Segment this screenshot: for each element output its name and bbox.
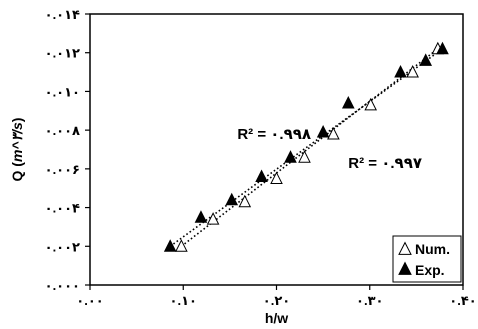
y-tick-label: ۰.۰۰۶ bbox=[45, 162, 80, 177]
trendlines bbox=[169, 48, 443, 247]
legend-filled-triangle-marker bbox=[398, 261, 412, 275]
data-point-exp bbox=[341, 95, 355, 109]
data-point-num bbox=[364, 97, 377, 111]
data-point-exp bbox=[194, 210, 208, 223]
data-point-num bbox=[238, 194, 252, 208]
y-tick-label: ۰.۰۰۰ bbox=[45, 278, 80, 293]
data-markers bbox=[163, 41, 449, 252]
y-axis-title: Q (m^۳/s) bbox=[9, 118, 25, 182]
r-squared-annotation-exp: R² = ۰.۹۹۸ bbox=[237, 126, 311, 143]
y-tick-label: ۰.۰۰۲ bbox=[45, 239, 80, 254]
data-point-exp bbox=[284, 150, 297, 163]
x-axis-title: h/w bbox=[265, 310, 288, 326]
x-tick-label: ۰.۱۰ bbox=[170, 293, 197, 308]
y-tick-label: ۰.۰۰۸ bbox=[45, 123, 80, 138]
data-point-num bbox=[327, 126, 340, 140]
x-tick-label: ۰.۳۰ bbox=[356, 293, 383, 308]
y-tick-labels: ۰.۰۰۰ ۰.۰۰۲ ۰.۰۰۴ ۰.۰۰۶ ۰.۰۰۸ ۰.۰۱۰ ۰.۰۱۲ ۰.۰۱۴ bbox=[45, 7, 80, 293]
data-point-exp bbox=[436, 41, 449, 55]
data-point-exp bbox=[394, 65, 407, 78]
data-point-exp bbox=[419, 53, 433, 66]
data-point-exp bbox=[163, 239, 177, 252]
plot-area-frame bbox=[89, 13, 464, 286]
trendline-num bbox=[180, 48, 439, 247]
x-tick-label: ۰.۲۰ bbox=[263, 293, 290, 308]
data-point-exp bbox=[316, 125, 330, 138]
x-tick-label: ۰.۰۰ bbox=[76, 293, 103, 308]
axis-ticks bbox=[85, 13, 464, 290]
trendline-exp bbox=[169, 48, 443, 247]
data-point-num bbox=[206, 212, 220, 225]
y-tick-label: ۰.۰۱۲ bbox=[45, 46, 80, 61]
r-squared-annotation-num: R² = ۰.۹۹۷ bbox=[348, 155, 422, 172]
legend-label-exp: Exp. bbox=[415, 262, 445, 278]
data-point-num bbox=[270, 171, 283, 184]
data-point-num bbox=[406, 65, 419, 78]
y-axis-title-prefix: Q ( bbox=[9, 162, 25, 182]
y-axis-title-unit: m^۳/s bbox=[9, 122, 25, 162]
data-point-exp bbox=[255, 169, 268, 183]
x-tick-labels: ۰.۰۰ ۰.۱۰ ۰.۲۰ ۰.۳۰ ۰.۴۰ bbox=[76, 293, 476, 308]
y-axis-title-suffix: ) bbox=[9, 118, 25, 123]
legend: Num. Exp. bbox=[392, 235, 462, 283]
legend-label-num: Num. bbox=[415, 241, 450, 257]
y-tick-label: ۰.۰۰۴ bbox=[45, 201, 80, 216]
legend-open-triangle-marker bbox=[398, 241, 412, 255]
x-tick-label: ۰.۴۰ bbox=[449, 293, 476, 308]
data-point-exp bbox=[225, 192, 239, 206]
data-point-num bbox=[175, 239, 188, 252]
data-point-num bbox=[298, 150, 311, 163]
y-tick-label: ۰.۰۱۰ bbox=[45, 84, 80, 99]
y-tick-label: ۰.۰۱۴ bbox=[45, 7, 80, 22]
